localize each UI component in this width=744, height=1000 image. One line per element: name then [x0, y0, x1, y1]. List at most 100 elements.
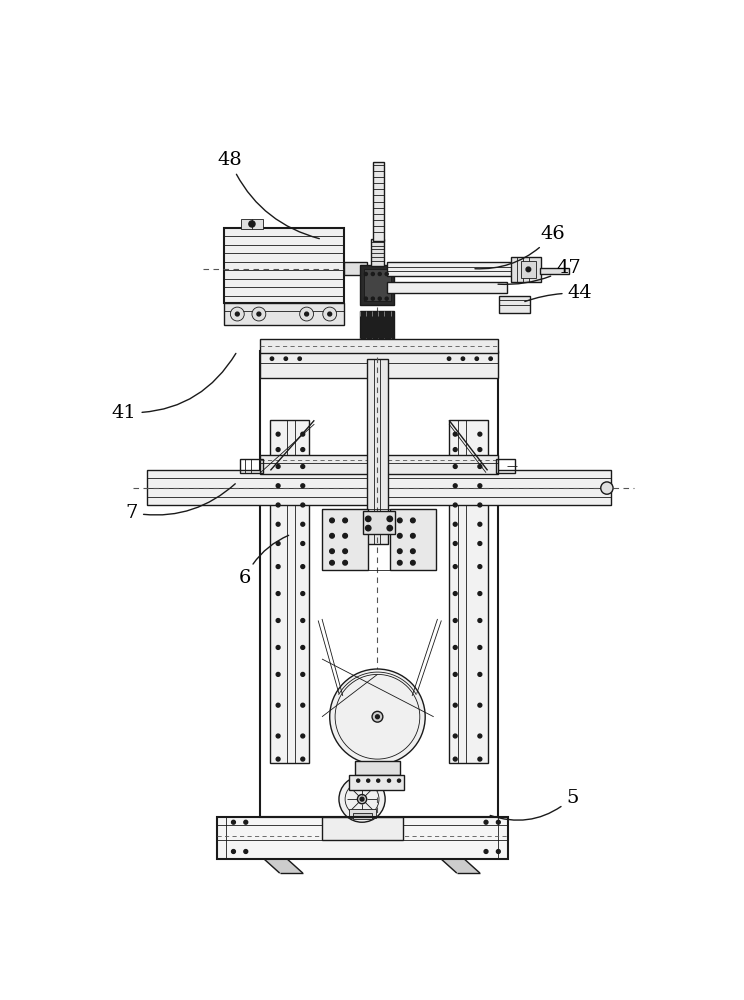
Circle shape: [371, 297, 374, 300]
Bar: [349, 809, 376, 818]
Bar: [373, 162, 384, 241]
Circle shape: [478, 432, 482, 436]
Text: 6: 6: [239, 535, 289, 587]
Circle shape: [276, 465, 280, 468]
Circle shape: [378, 272, 382, 276]
Circle shape: [478, 672, 482, 676]
Circle shape: [600, 482, 613, 494]
Circle shape: [484, 850, 488, 853]
Bar: [260, 351, 498, 378]
Circle shape: [235, 312, 240, 316]
Circle shape: [301, 565, 305, 569]
Circle shape: [475, 357, 478, 360]
Circle shape: [343, 549, 347, 554]
Bar: [449, 420, 487, 763]
Bar: [344, 262, 367, 275]
Circle shape: [478, 465, 482, 468]
Bar: [147, 470, 611, 505]
Circle shape: [453, 484, 457, 488]
Circle shape: [453, 522, 457, 526]
Circle shape: [248, 221, 255, 227]
Circle shape: [301, 448, 305, 451]
Bar: [355, 761, 400, 774]
Circle shape: [301, 465, 305, 468]
Circle shape: [478, 592, 482, 595]
Circle shape: [301, 757, 305, 761]
Circle shape: [484, 820, 488, 824]
Circle shape: [300, 307, 313, 321]
Circle shape: [301, 619, 305, 622]
Circle shape: [276, 734, 280, 738]
Circle shape: [330, 533, 334, 538]
Bar: [322, 817, 403, 840]
Circle shape: [276, 484, 280, 488]
Circle shape: [453, 757, 457, 761]
Circle shape: [357, 795, 367, 804]
Circle shape: [231, 307, 244, 321]
Circle shape: [453, 646, 457, 649]
Circle shape: [365, 272, 368, 276]
Circle shape: [298, 357, 301, 360]
Text: 47: 47: [498, 259, 581, 284]
Text: 7: 7: [126, 484, 235, 522]
Circle shape: [453, 592, 457, 595]
Bar: [388, 282, 507, 293]
Bar: [353, 813, 372, 819]
Bar: [224, 303, 344, 325]
Text: 48: 48: [217, 151, 319, 239]
Circle shape: [276, 592, 280, 595]
Circle shape: [478, 619, 482, 622]
Circle shape: [270, 357, 274, 360]
Circle shape: [478, 703, 482, 707]
Circle shape: [489, 357, 493, 360]
Circle shape: [376, 715, 379, 719]
Circle shape: [411, 549, 415, 554]
Bar: [510, 257, 542, 282]
Circle shape: [385, 272, 388, 276]
Circle shape: [411, 533, 415, 538]
Circle shape: [276, 646, 280, 649]
Circle shape: [365, 297, 368, 300]
Bar: [388, 262, 522, 276]
Circle shape: [397, 779, 400, 782]
Circle shape: [276, 503, 280, 507]
Circle shape: [453, 432, 457, 436]
Bar: [360, 265, 394, 305]
Circle shape: [231, 850, 235, 853]
Circle shape: [453, 672, 457, 676]
Circle shape: [388, 779, 391, 782]
Circle shape: [478, 757, 482, 761]
Circle shape: [397, 533, 402, 538]
Bar: [364, 269, 391, 301]
Circle shape: [301, 432, 305, 436]
Bar: [367, 359, 388, 544]
Polygon shape: [264, 859, 303, 873]
Circle shape: [453, 542, 457, 545]
Circle shape: [252, 307, 266, 321]
Bar: [260, 339, 498, 353]
Circle shape: [365, 516, 371, 522]
Circle shape: [276, 703, 280, 707]
Text: 5: 5: [490, 789, 578, 820]
Bar: [371, 239, 385, 266]
Circle shape: [360, 797, 364, 801]
Circle shape: [378, 297, 382, 300]
Bar: [360, 311, 394, 343]
Circle shape: [276, 432, 280, 436]
Circle shape: [284, 357, 287, 360]
Circle shape: [453, 734, 457, 738]
Circle shape: [276, 565, 280, 569]
Bar: [496, 459, 516, 473]
Circle shape: [387, 516, 393, 522]
Circle shape: [478, 448, 482, 451]
Bar: [241, 219, 263, 229]
Circle shape: [231, 820, 235, 824]
Circle shape: [478, 646, 482, 649]
Bar: [240, 459, 263, 473]
Circle shape: [372, 711, 383, 722]
Circle shape: [323, 307, 336, 321]
Bar: [224, 228, 344, 303]
Circle shape: [301, 484, 305, 488]
Circle shape: [496, 850, 500, 853]
Circle shape: [276, 757, 280, 761]
